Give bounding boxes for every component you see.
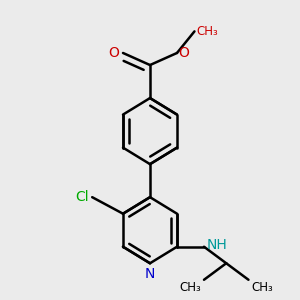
Text: Cl: Cl [75, 190, 89, 204]
Text: CH₃: CH₃ [251, 281, 273, 294]
Text: O: O [108, 46, 119, 60]
Text: CH₃: CH₃ [180, 281, 202, 294]
Text: CH₃: CH₃ [196, 25, 218, 38]
Text: N: N [145, 267, 155, 281]
Text: NH: NH [206, 238, 227, 252]
Text: O: O [178, 46, 190, 60]
